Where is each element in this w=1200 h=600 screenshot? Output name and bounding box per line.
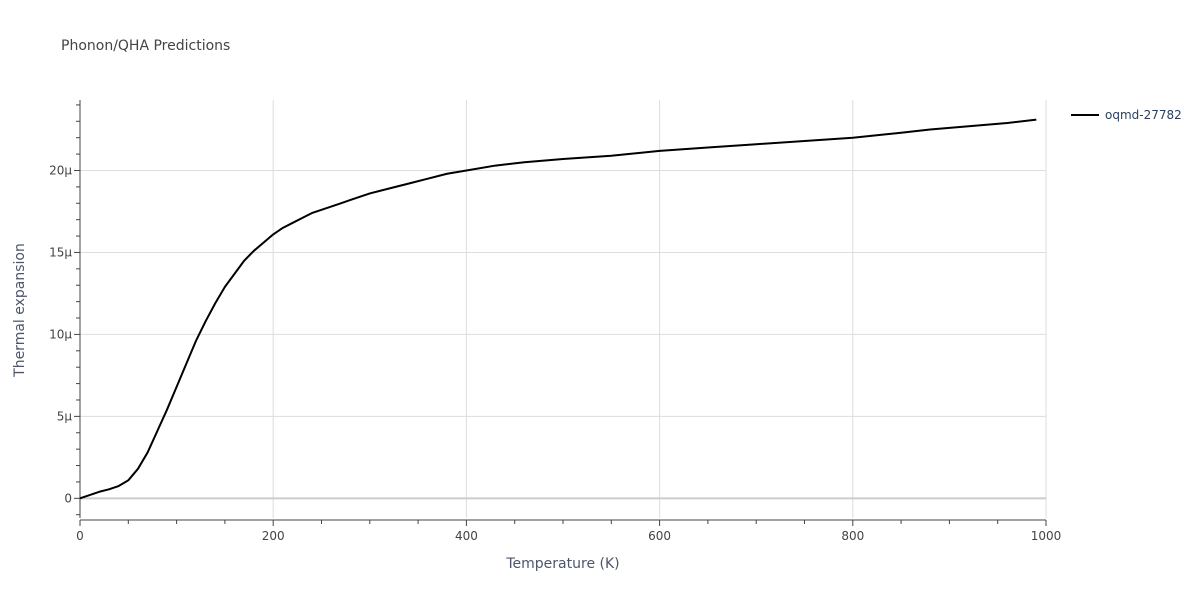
y-tick-label: 10μ: [49, 327, 72, 341]
series-line: [79, 118, 1037, 500]
x-tick-label: 0: [76, 529, 84, 543]
x-tick-label: 1000: [1031, 529, 1062, 543]
series-layer: [79, 118, 1037, 500]
axes: 0 200 400 600 800 1000 0 5μ 10μ 15μ 20μ: [49, 100, 1061, 543]
x-tick-label: 800: [841, 529, 864, 543]
x-tick-label: 600: [648, 529, 671, 543]
y-tick-label: 20μ: [49, 163, 72, 177]
legend[interactable]: oqmd-27782: [1071, 108, 1182, 122]
grid-lines: [80, 100, 1047, 518]
x-tick-label: 400: [455, 529, 478, 543]
x-axis-label: Temperature (K): [505, 556, 619, 572]
y-tick-label: 15μ: [49, 245, 72, 259]
y-tick-label: 5μ: [57, 409, 73, 423]
x-tick-label: 200: [262, 529, 285, 543]
y-tick-label: 0: [64, 491, 72, 505]
legend-label: oqmd-27782: [1105, 108, 1182, 122]
chart-title: Phonon/QHA Predictions: [61, 38, 230, 54]
y-axis-label: Thermal expansion: [12, 243, 28, 378]
